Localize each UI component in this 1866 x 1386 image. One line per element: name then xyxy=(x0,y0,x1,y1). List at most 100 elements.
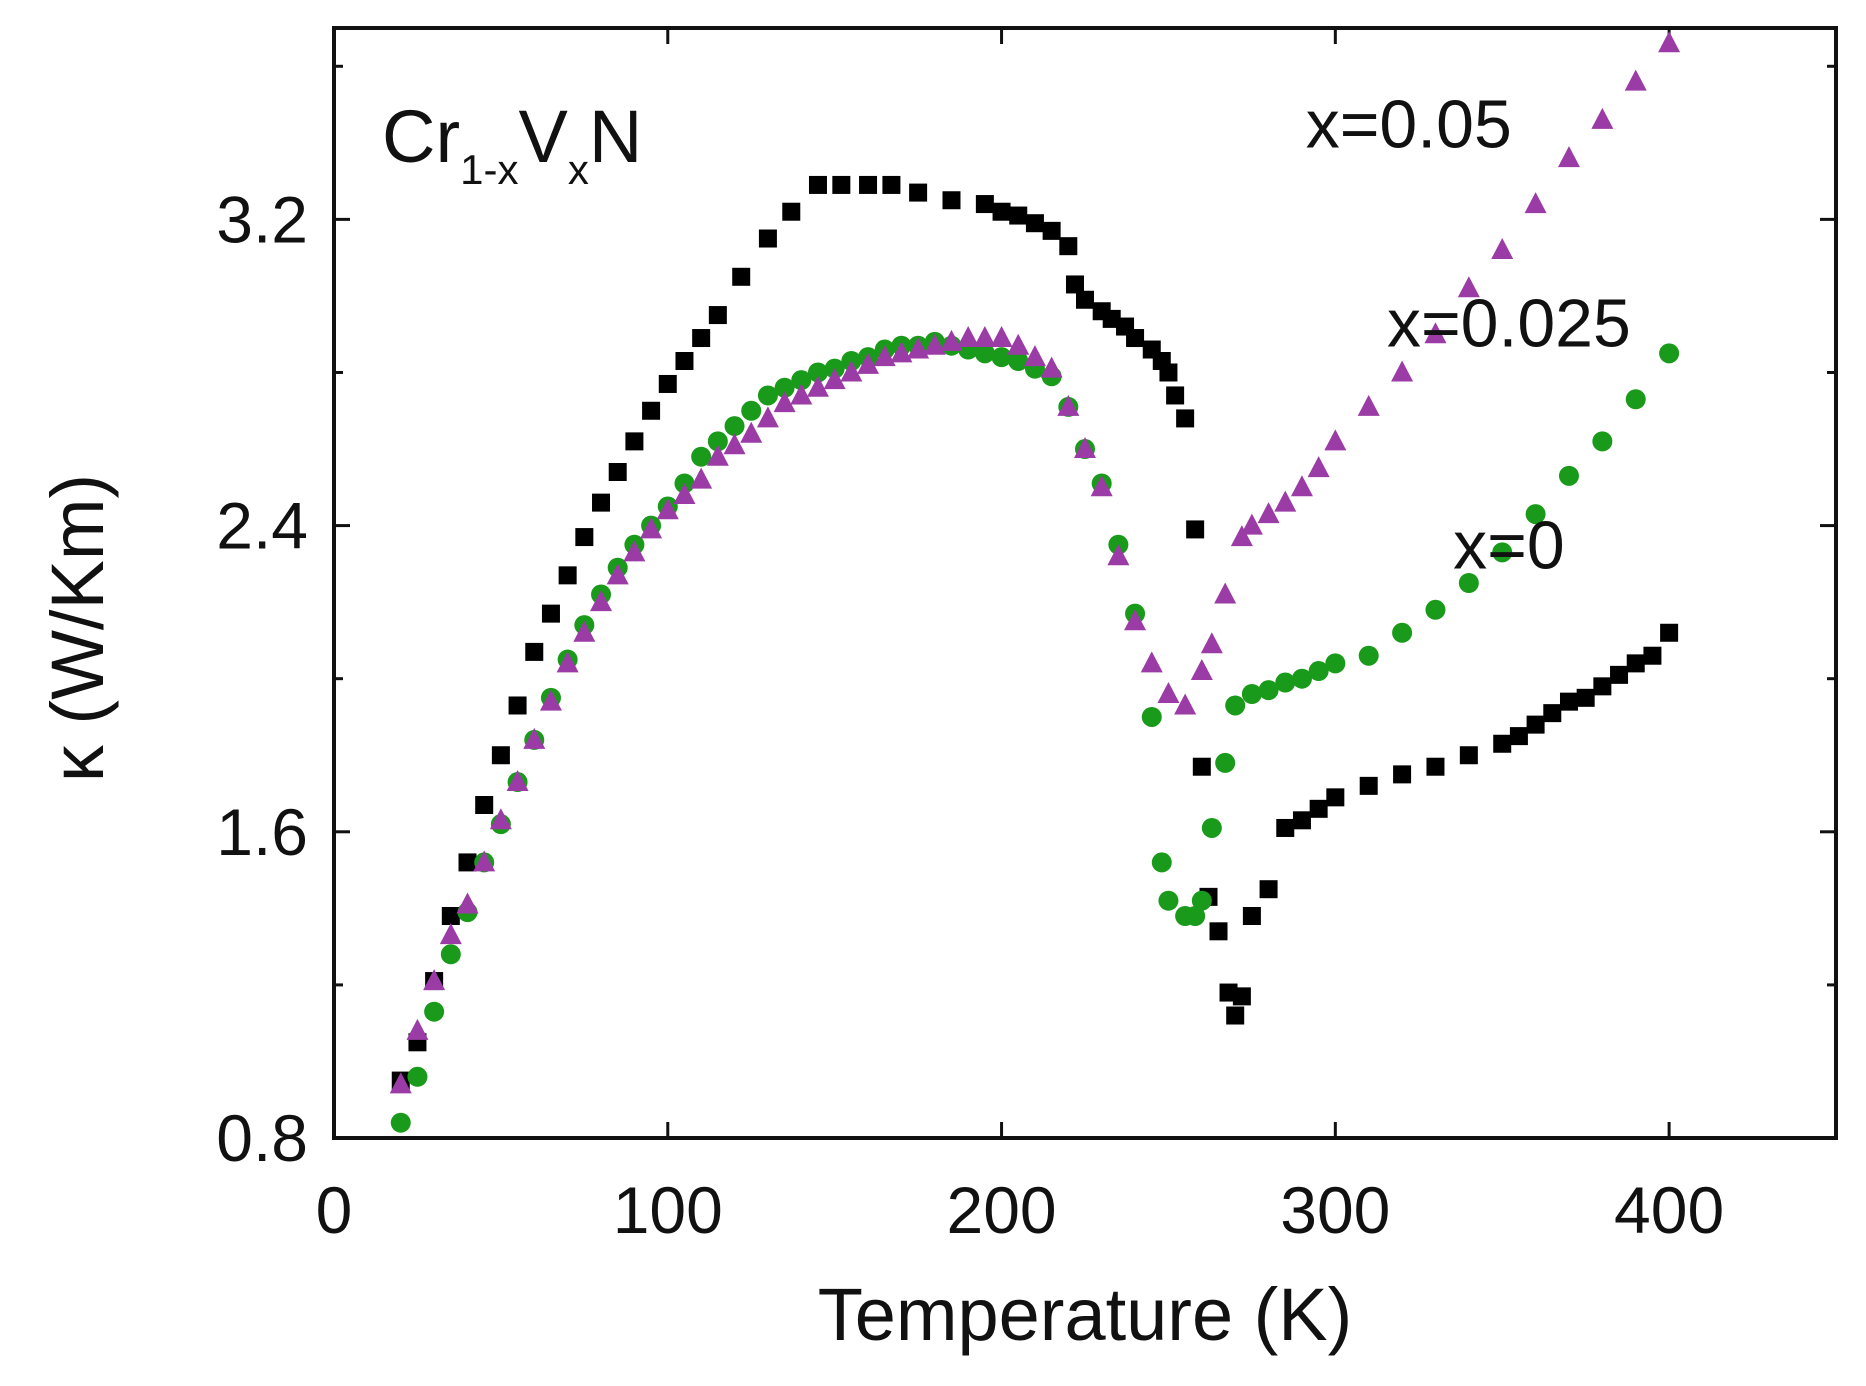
data-point-triangle xyxy=(723,433,746,455)
data-point-square xyxy=(1186,520,1205,539)
x-tick-label: 200 xyxy=(946,1173,1056,1247)
data-point-triangle xyxy=(1107,544,1130,566)
data-point-circle xyxy=(1659,343,1680,364)
data-point-square xyxy=(1159,363,1178,382)
data-point-square xyxy=(782,202,801,221)
formula-subscript: 1-x xyxy=(460,146,518,193)
data-point-square xyxy=(708,306,727,325)
data-point-circle xyxy=(1275,672,1296,693)
data-point-circle xyxy=(1215,752,1236,773)
data-point-square xyxy=(608,463,627,481)
data-point-triangle xyxy=(506,770,529,792)
series-label: x=0.05 xyxy=(1306,87,1512,163)
data-point-circle xyxy=(1392,622,1413,643)
data-point-triangle xyxy=(673,482,696,504)
data-point-square xyxy=(1226,1006,1245,1025)
data-point-triangle xyxy=(1557,146,1580,168)
data-point-square xyxy=(1626,654,1645,673)
data-point-square xyxy=(1292,811,1311,830)
data-point-triangle xyxy=(1357,394,1380,416)
data-point-circle xyxy=(1458,573,1479,593)
data-point-triangle xyxy=(1624,69,1647,91)
data-point-triangle xyxy=(1658,31,1681,53)
data-point-square xyxy=(658,374,677,393)
data-point-triangle xyxy=(706,444,729,466)
data-point-triangle xyxy=(1124,609,1147,631)
data-point-square xyxy=(441,907,460,925)
data-point-square xyxy=(1176,409,1195,428)
data-point-square xyxy=(1493,734,1512,753)
data-point-triangle xyxy=(1391,360,1414,382)
plot-area xyxy=(332,26,1838,1140)
data-point-square xyxy=(458,853,477,872)
data-point-triangle xyxy=(439,923,462,945)
series-label: x=0.025 xyxy=(1387,286,1631,362)
data-point-triangle xyxy=(606,563,629,585)
formula-base: V xyxy=(518,95,568,178)
data-point-square xyxy=(1126,329,1145,348)
data-point-square xyxy=(1359,776,1378,795)
data-point-square xyxy=(1042,221,1061,240)
formula-subscript: x xyxy=(568,146,589,193)
data-point-square xyxy=(1426,757,1445,776)
data-point-square xyxy=(732,267,751,286)
data-point-square xyxy=(508,696,527,715)
data-point-triangle xyxy=(740,421,763,443)
data-point-triangle xyxy=(756,406,779,428)
data-point-square xyxy=(575,528,594,547)
data-point-triangle xyxy=(1074,437,1096,459)
data-point-square xyxy=(1059,237,1078,256)
data-point-square xyxy=(992,202,1011,221)
data-point-circle xyxy=(1191,890,1212,911)
data-point-square xyxy=(942,191,961,210)
data-point-triangle xyxy=(423,969,446,991)
data-point-square xyxy=(1209,922,1228,941)
data-point-circle xyxy=(991,347,1012,368)
data-point-circle xyxy=(1308,661,1329,682)
data-point-triangle xyxy=(1157,682,1180,703)
data-point-square xyxy=(1576,688,1595,707)
data-point-circle xyxy=(1325,653,1346,674)
data-point-square xyxy=(625,432,644,451)
data-point-triangle xyxy=(523,727,546,749)
data-point-circle xyxy=(1241,684,1262,704)
y-tick-label: 1.6 xyxy=(216,795,308,869)
data-point-triangle xyxy=(1457,276,1480,298)
data-point-triangle xyxy=(1307,456,1330,478)
data-point-square xyxy=(592,493,611,512)
data-point-triangle xyxy=(690,467,713,489)
data-point-circle xyxy=(724,416,745,437)
x-tick-label: 0 xyxy=(316,1173,353,1247)
data-point-triangle xyxy=(1023,345,1046,367)
data-point-circle xyxy=(440,944,461,965)
data-point-square xyxy=(1309,799,1328,818)
data-point-triangle xyxy=(489,808,512,830)
data-point-square xyxy=(859,175,878,194)
data-point-circle xyxy=(1225,695,1246,716)
data-point-square xyxy=(1660,623,1679,642)
data-point-triangle xyxy=(1007,333,1030,355)
data-point-circle xyxy=(741,400,762,421)
data-point-square xyxy=(541,604,560,623)
data-point-square xyxy=(882,175,901,194)
data-point-triangle xyxy=(923,333,946,355)
x-tick-label: 400 xyxy=(1614,1173,1724,1247)
formula-base: Cr xyxy=(382,95,460,178)
data-point-triangle xyxy=(1174,693,1197,715)
data-point-square xyxy=(558,566,577,585)
data-point-square xyxy=(1242,907,1261,925)
data-point-square xyxy=(1025,214,1044,233)
data-point-triangle xyxy=(1190,659,1213,681)
data-point-triangle xyxy=(873,345,896,367)
data-point-triangle xyxy=(890,341,913,363)
data-point-triangle xyxy=(1230,525,1253,547)
data-point-circle xyxy=(1358,645,1379,666)
data-point-triangle xyxy=(456,892,479,914)
data-point-triangle xyxy=(1214,582,1237,604)
data-point-triangle xyxy=(473,850,496,872)
data-point-circle xyxy=(1525,504,1546,525)
data-point-circle xyxy=(1492,542,1513,563)
data-point-square xyxy=(1232,987,1251,1006)
data-point-circle xyxy=(407,1066,428,1087)
data-point-circle xyxy=(1201,817,1222,838)
